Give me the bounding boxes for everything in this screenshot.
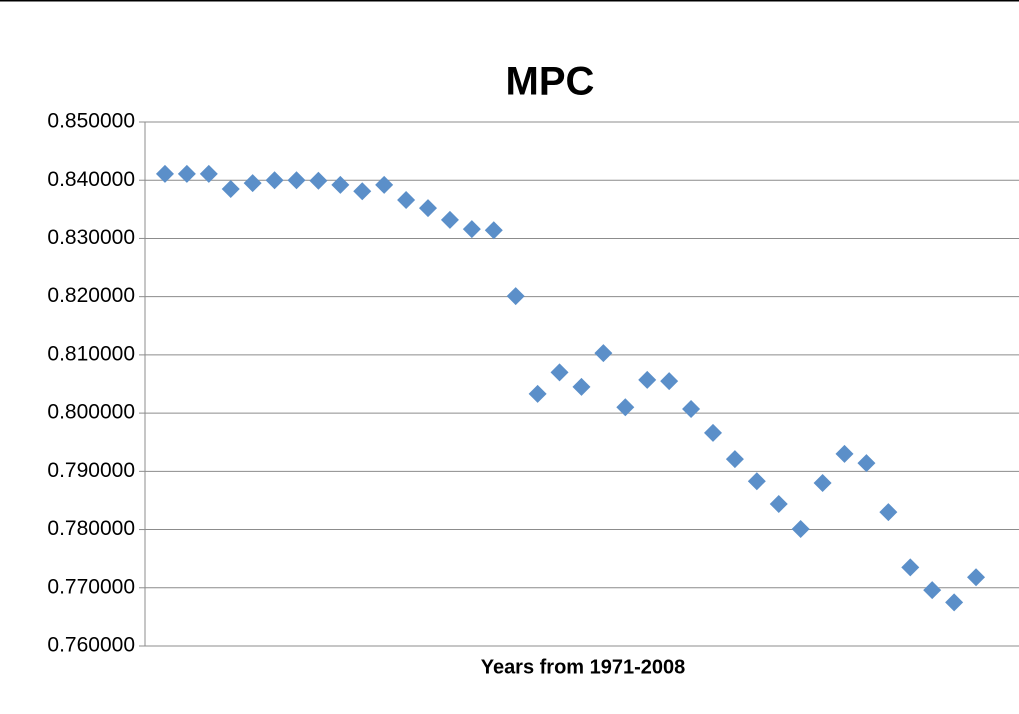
y-tick-label: 0.840000 [47,168,135,191]
point [638,370,657,389]
x-axis-label: Years from 1971-2008 [481,656,686,678]
y-tick-label: 0.770000 [47,575,135,598]
point [550,363,569,382]
point [177,164,196,183]
y-tick-label: 0.830000 [47,226,135,249]
point [835,444,854,463]
y-tick-label: 0.760000 [47,634,135,657]
point [660,372,679,391]
point [967,568,986,587]
point [375,175,394,194]
point [813,473,832,492]
y-tick-label: 0.820000 [47,284,135,307]
y-tick-label: 0.850000 [47,110,135,133]
point [309,171,328,190]
point [243,174,262,193]
point [199,164,218,183]
point [419,199,438,218]
point [747,472,766,491]
point [528,384,547,403]
point [725,450,744,469]
y-tick-label: 0.800000 [47,401,135,424]
y-tick-label: 0.780000 [47,517,135,540]
point [703,423,722,442]
point [331,175,350,194]
point [594,344,613,363]
y-tick-label: 0.790000 [47,459,135,482]
point [484,221,503,240]
point [879,503,898,522]
chart-title: MPC [506,60,595,104]
point [857,454,876,473]
point [440,210,459,229]
point [155,164,174,183]
point [901,558,920,577]
point [265,171,284,190]
point [221,179,240,198]
point [791,519,810,538]
point [287,171,306,190]
point [945,593,964,612]
point [616,398,635,417]
y-tick-label: 0.810000 [47,342,135,365]
point [506,287,525,306]
point [572,377,591,396]
point [923,581,942,600]
point [682,400,701,419]
point [769,494,788,513]
point [462,220,481,239]
point [397,191,416,210]
point [353,182,372,201]
